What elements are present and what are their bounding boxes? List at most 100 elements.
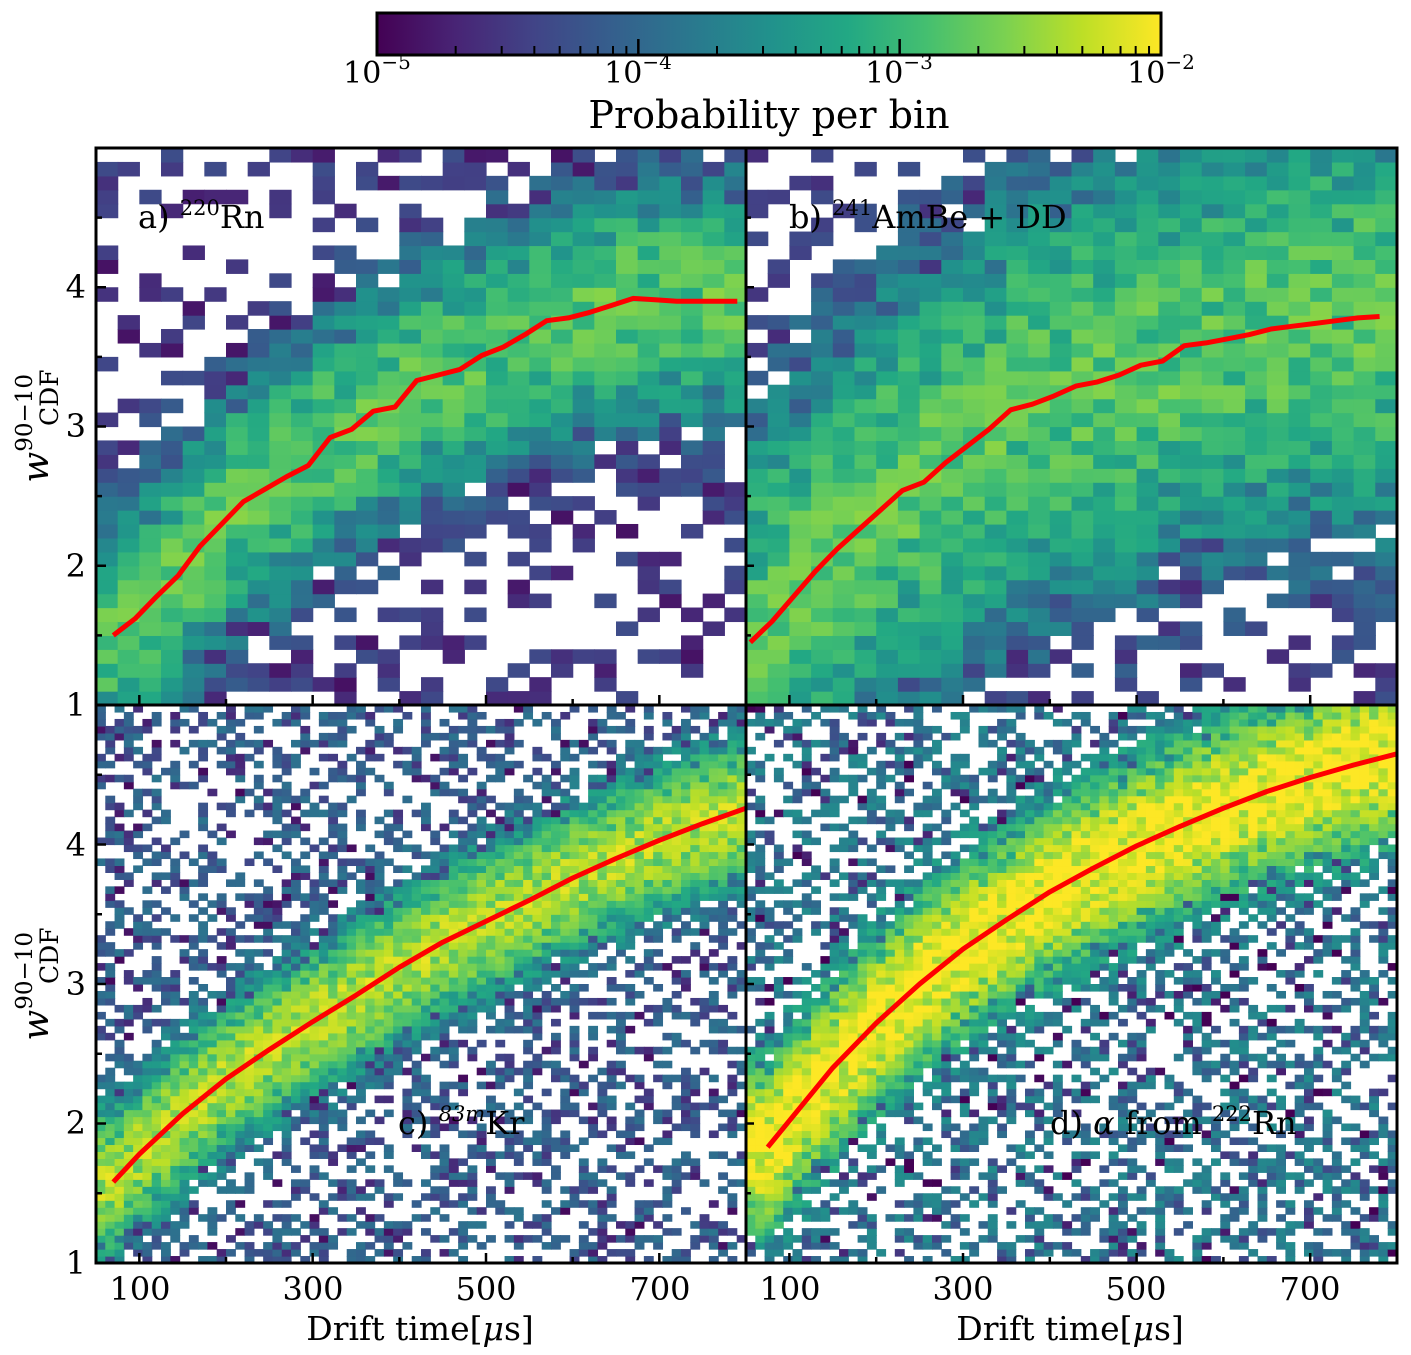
heatmap-cell (253, 1130, 264, 1139)
heatmap-cell (578, 1137, 589, 1146)
heatmap-cell (411, 1116, 422, 1125)
heatmap-cell (625, 1025, 636, 1034)
heatmap-cell (1071, 454, 1094, 469)
heatmap-cell (281, 893, 292, 901)
heatmap-cell (439, 1123, 450, 1132)
heatmap-cell (1049, 412, 1073, 428)
heatmap-cell (253, 1095, 264, 1104)
heatmap-cell (594, 412, 617, 428)
heatmap-cell (625, 774, 636, 783)
heatmap-cell (114, 872, 125, 880)
heatmap-cell (625, 1221, 636, 1229)
heatmap-cell (1223, 370, 1246, 386)
heatmap-cell (634, 816, 645, 825)
heatmap-cell (318, 1067, 329, 1076)
heatmap-cell (123, 1242, 134, 1250)
heatmap-cell (439, 977, 450, 985)
heatmap-cell (328, 739, 339, 748)
heatmap-cell (247, 663, 270, 678)
heatmap-cell (96, 510, 119, 525)
heatmap-cell (625, 1235, 636, 1243)
heatmap-cell (291, 865, 301, 873)
heatmap-cell (328, 753, 339, 762)
heatmap-cell (458, 886, 469, 894)
heatmap-cell (272, 1067, 283, 1076)
heatmap-cell (161, 329, 184, 344)
heatmap-cell (616, 865, 626, 873)
heatmap-cell (811, 175, 834, 191)
heatmap-cell (161, 997, 171, 1006)
heatmap-cell (96, 1200, 106, 1208)
heatmap-cell (643, 781, 654, 790)
heatmap-cell (659, 551, 682, 567)
heatmap-cell (1093, 161, 1116, 177)
heatmap-cell (377, 440, 400, 455)
heatmap-cell (309, 984, 320, 992)
heatmap-cell (588, 1256, 599, 1264)
heatmap-cell (1266, 203, 1290, 219)
heatmap-cell (746, 412, 769, 428)
heatmap-cell (430, 893, 441, 901)
heatmap-cell (142, 760, 153, 769)
heatmap-cell (207, 1109, 218, 1118)
heatmap-cell (439, 1025, 450, 1034)
heatmap-cell (448, 914, 459, 922)
heatmap-cell (272, 921, 283, 929)
heatmap-cell (281, 1067, 292, 1076)
heatmap-cell (746, 287, 769, 302)
heatmap-cell (448, 865, 459, 873)
heatmap-cell (476, 788, 487, 797)
heatmap-cell (560, 949, 571, 957)
heatmap-cell (207, 1242, 218, 1250)
heatmap-cell (399, 482, 422, 497)
heatmap-cell (207, 788, 218, 797)
heatmap-cell (105, 1207, 116, 1215)
heatmap-cell (430, 886, 441, 894)
heatmap-cell (179, 1102, 190, 1111)
heatmap-cell (300, 893, 311, 901)
heatmap-cell (235, 1032, 246, 1041)
heatmap-cell (634, 914, 645, 922)
heatmap-cell (188, 935, 199, 943)
heatmap-cell (1136, 329, 1159, 344)
heatmap-cell (198, 984, 209, 992)
heatmap-cell (356, 273, 379, 288)
heatmap-cell (244, 1046, 255, 1055)
heatmap-cell (597, 1256, 608, 1264)
heatmap-cell (504, 928, 515, 936)
heatmap-cell (105, 1032, 116, 1041)
heatmap-cell (507, 663, 530, 678)
heatmap-cell (439, 1158, 450, 1166)
heatmap-cell (1201, 496, 1224, 511)
heatmap-cell (383, 977, 394, 985)
heatmap-cell (1353, 426, 1376, 442)
heatmap-cell (659, 356, 682, 372)
heatmap-cell (448, 760, 459, 769)
heatmap-cell (606, 865, 617, 873)
heatmap-cell (606, 1123, 617, 1132)
heatmap-cell (356, 865, 366, 873)
heatmap-cell (1158, 468, 1181, 483)
heatmap-cell (495, 1172, 506, 1180)
heatmap-cell (1049, 565, 1073, 581)
heatmap-cell (133, 802, 144, 811)
heatmap-cell (1093, 412, 1116, 428)
heatmap-cell (876, 635, 899, 650)
heatmap-cell (495, 865, 506, 873)
heatmap-cell (448, 1060, 459, 1069)
heatmap-cell (523, 1172, 534, 1180)
heatmap-cell (377, 426, 400, 442)
heatmap-cell (616, 886, 626, 894)
heatmap-cell (442, 245, 465, 260)
heatmap-cell (365, 1137, 376, 1146)
heatmap-cell (1223, 426, 1246, 442)
heatmap-cell (724, 370, 747, 386)
heatmap-cell (442, 398, 465, 414)
heatmap-cell (504, 1018, 515, 1027)
heatmap-cell (597, 1179, 608, 1187)
heatmap-cell (659, 329, 682, 344)
heatmap-cell (811, 468, 834, 483)
heatmap-cell (253, 1088, 264, 1097)
heatmap-cell (541, 907, 552, 915)
heatmap-cell (486, 356, 509, 372)
